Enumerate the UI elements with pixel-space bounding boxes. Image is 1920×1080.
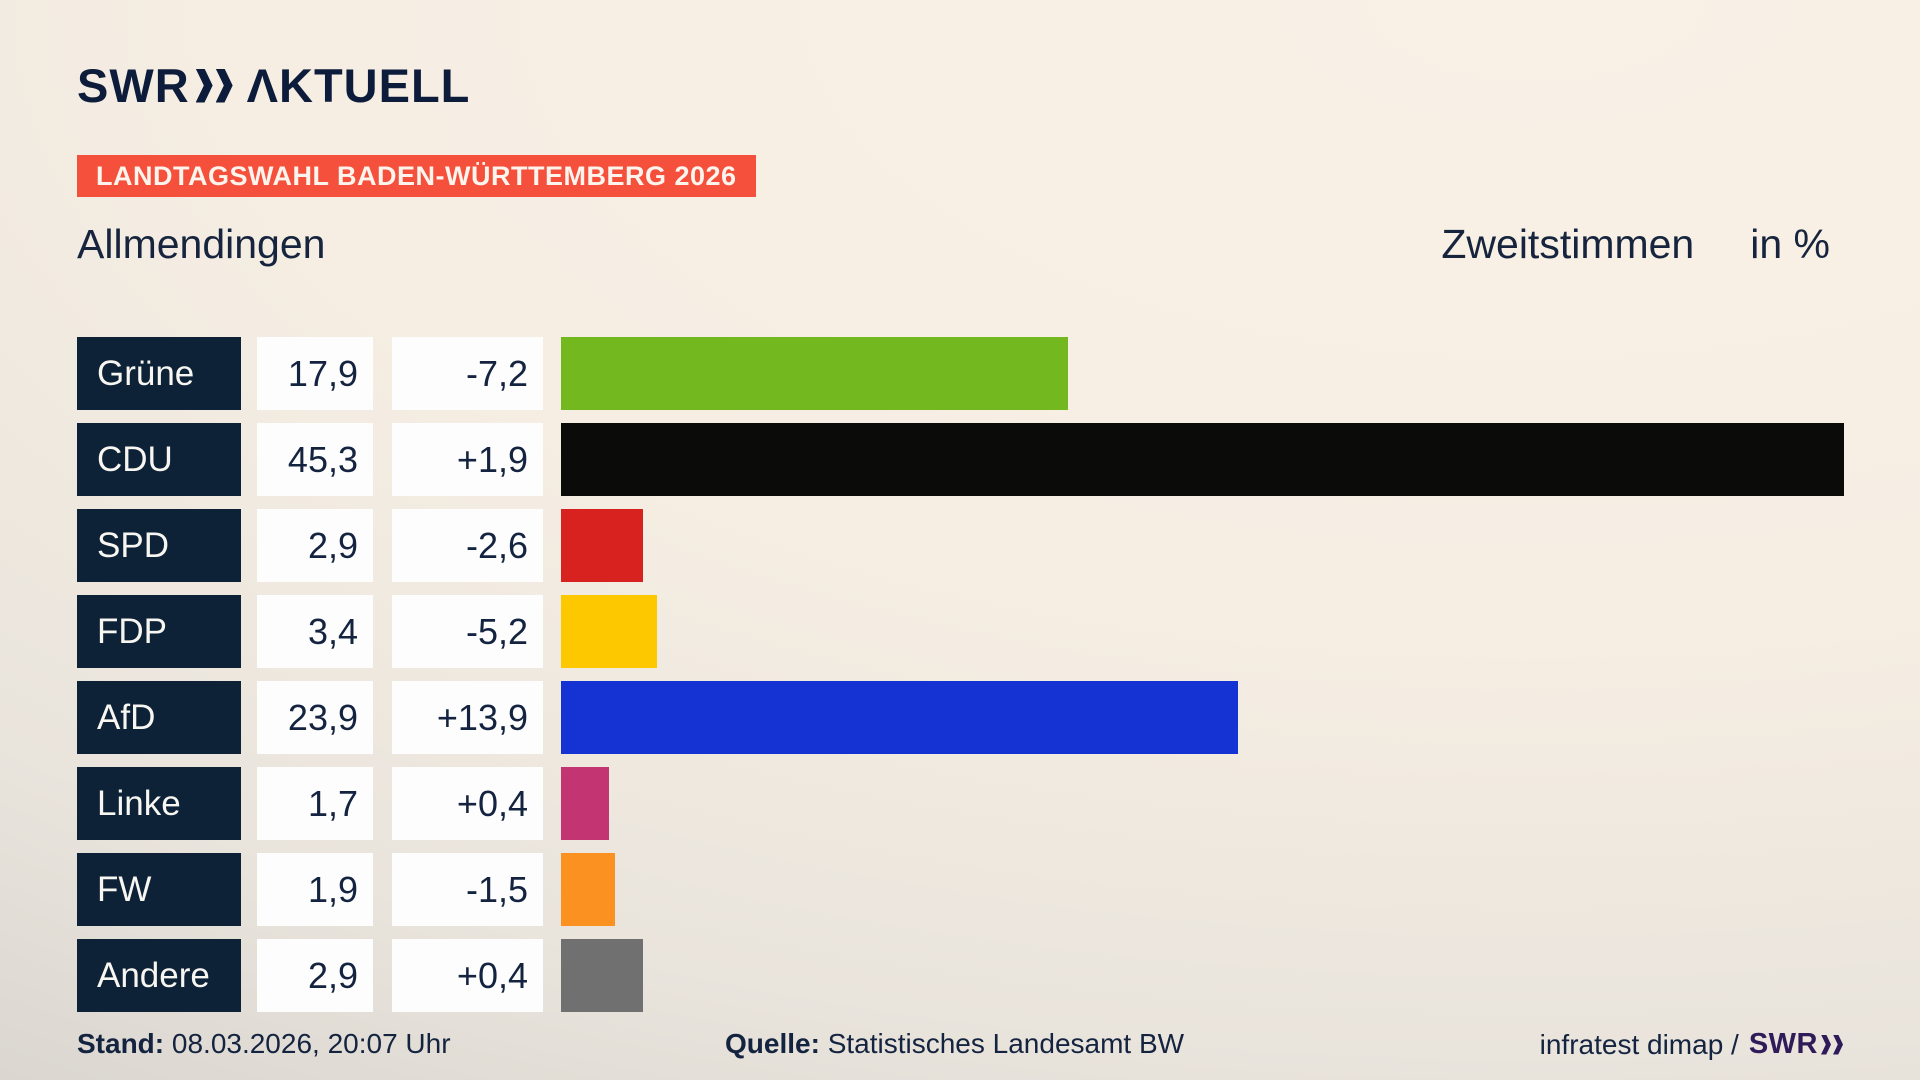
party-label: CDU — [77, 423, 241, 496]
vote-type-group: Zweitstimmen in % — [1441, 221, 1830, 268]
bar-track — [561, 939, 1844, 1012]
quelle-value: Statistisches Landesamt BW — [827, 1028, 1185, 1059]
result-row: SPD 2,9 -2,6 — [77, 509, 1844, 582]
subheader: Allmendingen Zweitstimmen in % — [77, 221, 1830, 268]
bar-track — [561, 767, 1844, 840]
bar-track — [561, 509, 1844, 582]
change-cell: -7,2 — [392, 337, 543, 410]
change-cell: -1,5 — [392, 853, 543, 926]
result-bar — [561, 595, 658, 668]
footer: Stand: 08.03.2026, 20:07 Uhr Quelle: Sta… — [77, 1028, 1843, 1068]
result-bar — [561, 681, 1238, 754]
source: Quelle: Statistisches Landesamt BW — [725, 1028, 1184, 1060]
change-cell: +0,4 — [392, 939, 543, 1012]
logo-aktuell-text: ΛKTUELL — [246, 59, 471, 112]
credit-text: infratest dimap / — [1539, 1028, 1739, 1060]
party-label: Linke — [77, 767, 241, 840]
results-chart: Grüne 17,9 -7,2 CDU 45,3 +1,9 SPD 2,9 -2… — [77, 337, 1844, 1025]
party-label: Grüne — [77, 337, 241, 410]
result-bar — [561, 853, 615, 926]
stand-value: 08.03.2026, 20:07 Uhr — [171, 1028, 451, 1059]
change-cell: +1,9 — [392, 423, 543, 496]
logo-swr-text: SWR — [77, 59, 190, 112]
party-label: SPD — [77, 509, 241, 582]
quelle-label: Quelle: — [725, 1028, 820, 1059]
party-label: AfD — [77, 681, 241, 754]
bar-track — [561, 595, 1844, 668]
bar-track — [561, 337, 1844, 410]
change-cell: -2,6 — [392, 509, 543, 582]
result-row: Grüne 17,9 -7,2 — [77, 337, 1844, 410]
municipality-title: Allmendingen — [77, 221, 326, 267]
credit: infratest dimap / SWR — [1540, 1028, 1843, 1061]
result-row: Andere 2,9 +0,4 — [77, 939, 1844, 1012]
result-bar — [561, 337, 1068, 410]
value-cell: 2,9 — [257, 939, 373, 1012]
stand-label: Stand: — [77, 1028, 165, 1059]
swr-mini-chevrons-icon — [1821, 1034, 1843, 1055]
result-bar — [561, 939, 644, 1012]
result-row: FW 1,9 -1,5 — [77, 853, 1844, 926]
party-label: Andere — [77, 939, 241, 1012]
timestamp: Stand: 08.03.2026, 20:07 Uhr — [77, 1028, 451, 1060]
unit-label: in % — [1750, 221, 1830, 267]
bar-track — [561, 681, 1844, 754]
value-cell: 2,9 — [257, 509, 373, 582]
swr-mini-logo: SWR — [1749, 1028, 1843, 1061]
result-row: CDU 45,3 +1,9 — [77, 423, 1844, 496]
value-cell: 3,4 — [257, 595, 373, 668]
result-row: AfD 23,9 +13,9 — [77, 681, 1844, 754]
party-label: FDP — [77, 595, 241, 668]
result-bar — [561, 509, 644, 582]
value-cell: 23,9 — [257, 681, 373, 754]
bar-track — [561, 423, 1844, 496]
result-bar — [561, 767, 610, 840]
swr-aktuell-logo: SWR ΛKTUELL — [77, 62, 470, 109]
election-banner: LANDTAGSWAHL BADEN-WÜRTTEMBERG 2026 — [77, 155, 756, 197]
result-row: Linke 1,7 +0,4 — [77, 767, 1844, 840]
value-cell: 1,7 — [257, 767, 373, 840]
result-bar — [561, 423, 1844, 496]
vote-type-label: Zweitstimmen — [1441, 221, 1695, 267]
value-cell: 1,9 — [257, 853, 373, 926]
logo-chevrons-icon — [195, 68, 233, 103]
party-label: FW — [77, 853, 241, 926]
change-cell: -5,2 — [392, 595, 543, 668]
bar-track — [561, 853, 1844, 926]
value-cell: 17,9 — [257, 337, 373, 410]
change-cell: +0,4 — [392, 767, 543, 840]
change-cell: +13,9 — [392, 681, 543, 754]
value-cell: 45,3 — [257, 423, 373, 496]
result-row: FDP 3,4 -5,2 — [77, 595, 1844, 668]
